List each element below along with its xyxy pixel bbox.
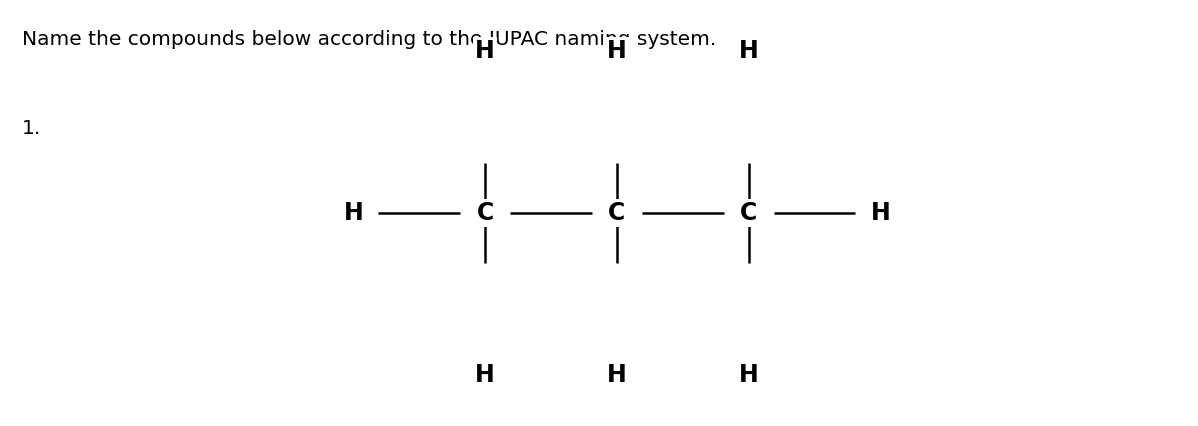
Text: 1.: 1. <box>22 119 41 138</box>
Text: H: H <box>476 363 495 387</box>
Text: H: H <box>871 201 890 225</box>
Text: C: C <box>609 201 625 225</box>
Text: C: C <box>477 201 494 225</box>
Text: C: C <box>740 201 757 225</box>
Text: H: H <box>739 363 758 387</box>
Text: H: H <box>739 39 758 63</box>
Text: H: H <box>476 39 495 63</box>
Text: H: H <box>607 39 627 63</box>
Text: H: H <box>607 363 627 387</box>
Text: Name the compounds below according to the IUPAC naming system.: Name the compounds below according to th… <box>22 30 716 49</box>
Text: H: H <box>344 201 363 225</box>
